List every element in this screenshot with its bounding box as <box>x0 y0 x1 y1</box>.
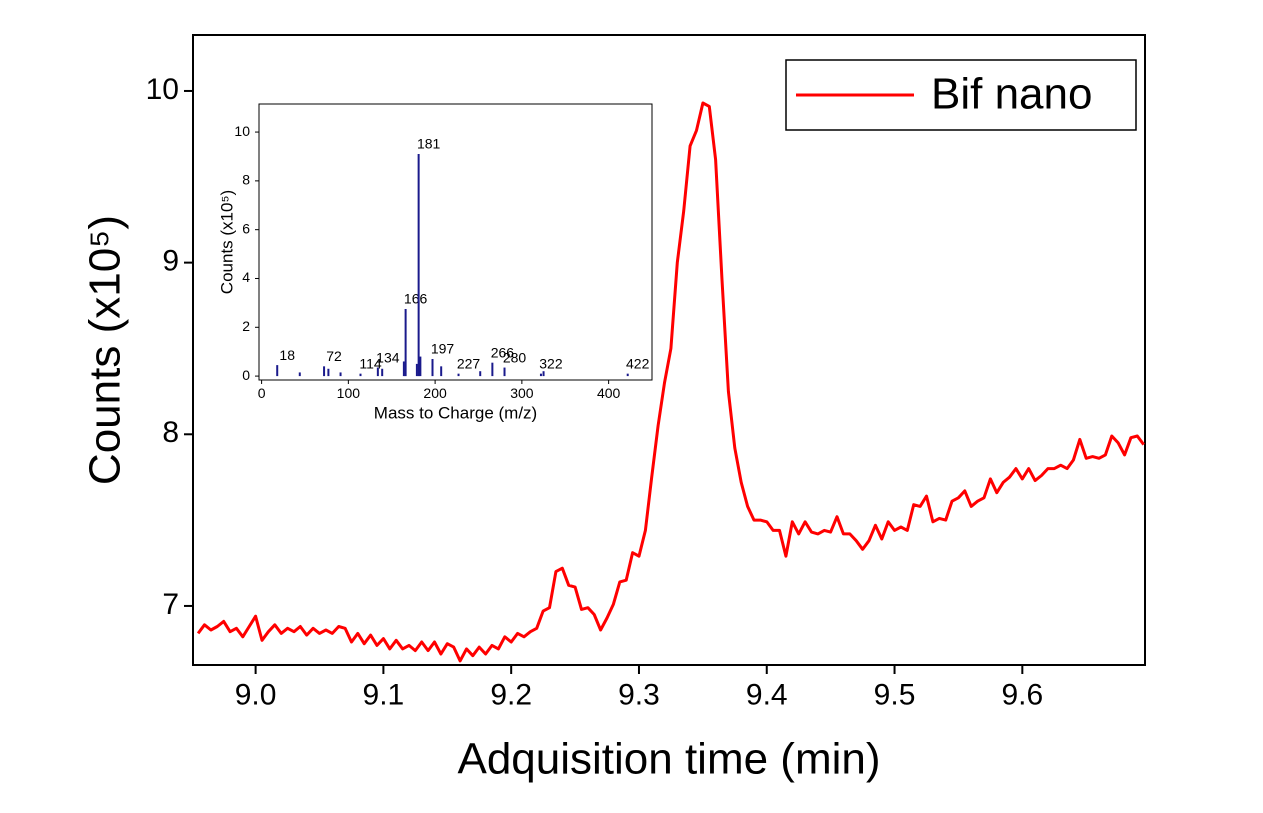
x-tick-label: 9.1 <box>363 678 405 711</box>
peak-label: 72 <box>326 348 342 364</box>
x-tick-label: 0 <box>258 385 266 401</box>
x-tick-label: 100 <box>337 385 361 401</box>
y-tick-label: 2 <box>242 318 250 334</box>
x-tick-label: 9.3 <box>618 678 660 711</box>
y-tick-label: 10 <box>234 123 250 139</box>
legend-label: Bif nano <box>931 70 1092 119</box>
x-axis-title: Mass to Charge (m/z) <box>374 403 537 422</box>
peak-label: 181 <box>417 136 441 152</box>
peak-label: 197 <box>431 341 455 357</box>
y-tick-label: 6 <box>242 220 250 236</box>
y-tick-label: 9 <box>162 245 179 278</box>
x-tick-label: 300 <box>510 385 534 401</box>
peak-label: 227 <box>457 355 481 371</box>
peak-label: 422 <box>626 355 650 371</box>
peak-label: 322 <box>539 355 563 371</box>
peak-label: 114 <box>359 355 382 371</box>
y-tick-label: 10 <box>146 73 179 106</box>
x-tick-label: 400 <box>597 385 621 401</box>
peak-label: 166 <box>404 291 428 307</box>
peak-label: 18 <box>279 347 295 363</box>
y-tick-label: 7 <box>162 588 179 621</box>
y-axis-title: Counts (x10⁵) <box>217 190 236 294</box>
x-tick-label: 9.6 <box>1001 678 1043 711</box>
data-line <box>196 101 1145 663</box>
plot-frame <box>258 103 653 381</box>
peak-label: 280 <box>503 349 527 365</box>
x-tick-label: 9.2 <box>490 678 532 711</box>
x-tick-label: 9.0 <box>235 678 277 711</box>
x-tick-label: 200 <box>423 385 447 401</box>
x-tick-label: 9.5 <box>874 678 916 711</box>
peak-label: 266 <box>491 344 515 360</box>
x-tick-label: 9.4 <box>746 678 788 711</box>
y-tick-label: 0 <box>242 367 250 383</box>
y-tick-label: 4 <box>242 269 250 285</box>
y-tick-label: 8 <box>242 172 250 188</box>
peak-label: 134 <box>376 349 400 365</box>
y-tick-label: 8 <box>162 416 179 449</box>
y-axis-title: Counts (x10⁵) <box>81 215 130 485</box>
x-axis-title: Adquisition time (min) <box>457 735 880 784</box>
